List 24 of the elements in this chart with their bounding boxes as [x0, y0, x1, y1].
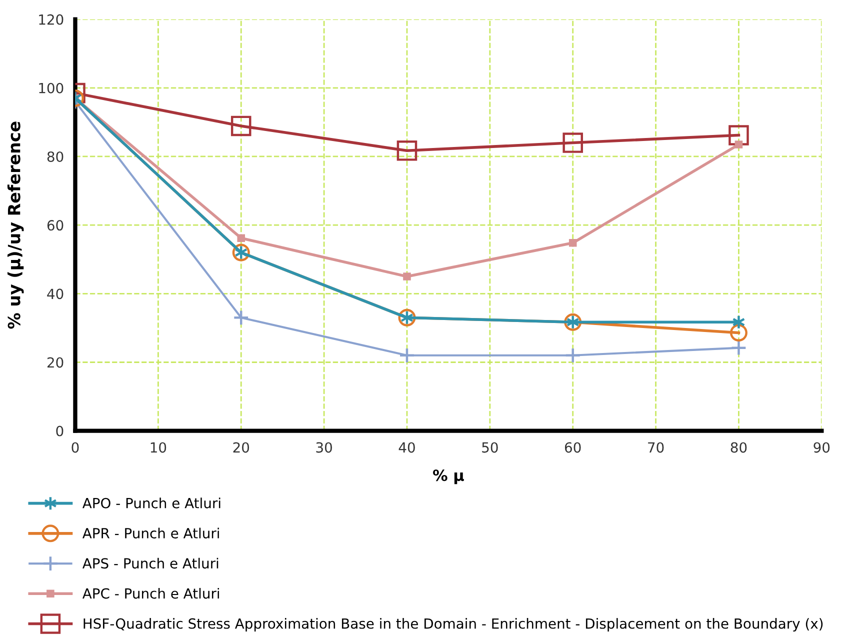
y-tick-label: 0 [56, 426, 64, 436]
x-tick-label: 80 [730, 442, 747, 453]
x-tick-label: 10 [150, 442, 166, 453]
y-tick-label: 100 [39, 82, 64, 94]
y-tick-label: 60 [47, 220, 64, 231]
legend-label: APC - Punch e Atluri [82, 588, 219, 599]
y-tick-label: 40 [47, 288, 64, 300]
legend-label: APO - Punch e Atluri [82, 498, 220, 508]
x-tick-label: 30 [316, 442, 332, 453]
x-tick-label: 0 [72, 442, 79, 453]
x-tick-label: 50 [482, 442, 498, 453]
y-axis-title: % uy (μ)/uy Reference [7, 122, 24, 329]
x-tick-label: 20 [233, 442, 250, 453]
y-tick-label: 80 [47, 151, 64, 162]
legend-label: APS - Punch e Atluri [82, 558, 218, 569]
x-axis-title: % μ [433, 470, 464, 484]
y-tick-label: 20 [47, 357, 64, 368]
x-tick-label: 60 [564, 442, 581, 453]
x-tick-label: 40 [398, 442, 415, 453]
legend-label: HSF-Quadratic Stress Approximation Base in the Domain - Enrichment - Displacement on the Boundary (x) [84, 618, 823, 632]
y-tick-label: 120 [39, 14, 64, 25]
legend-label: APR - Punch e Atluri [82, 528, 219, 538]
x-tick-label: 70 [648, 442, 664, 453]
x-tick-label: 90 [814, 442, 830, 453]
